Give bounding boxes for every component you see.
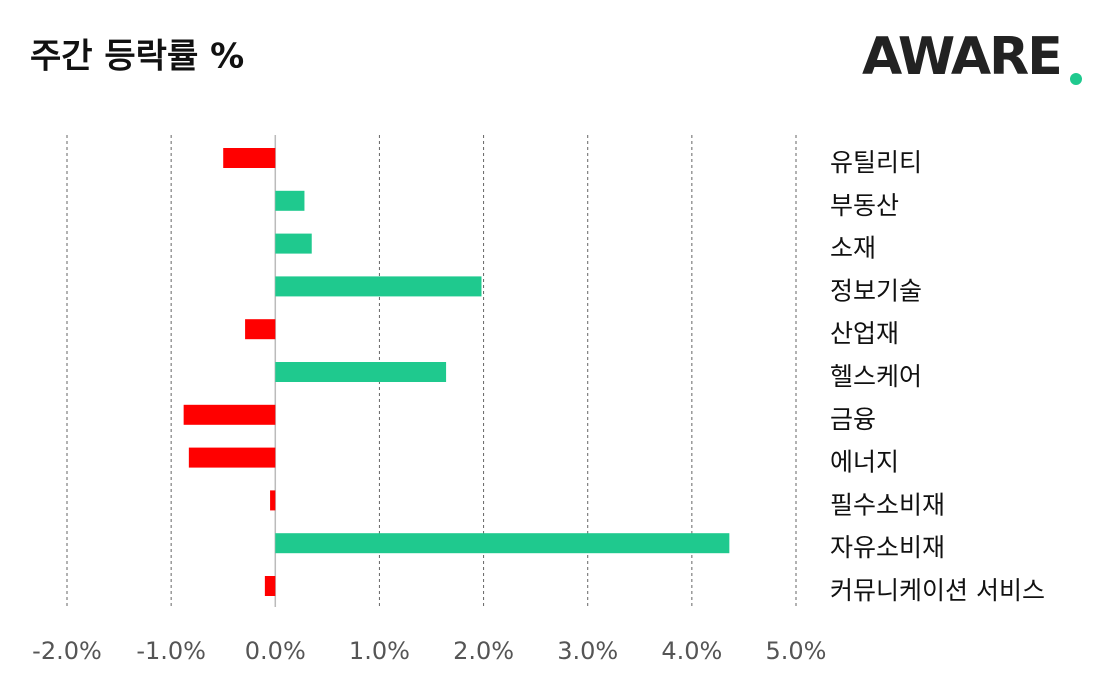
bar [183,404,276,425]
y-tick-label: 정보기술 [830,276,922,305]
y-tick-label: 금융 [830,405,876,434]
x-tick-label: 2.0% [453,637,514,665]
x-tick-label: -2.0% [32,637,102,665]
bar [188,447,276,468]
bar [270,490,276,511]
bar [264,576,276,596]
x-tick-label: 0.0% [245,637,306,665]
x-tick-label: 4.0% [661,637,722,665]
y-tick-label: 산업재 [830,319,899,348]
bar [275,362,447,382]
x-tick-label: 5.0% [766,637,827,665]
x-tick-label: -1.0% [136,637,206,665]
x-tick-label: 3.0% [557,637,618,665]
y-tick-label: 자유소비재 [830,533,945,562]
y-tick-label: 유틸리티 [830,148,922,177]
bar [275,533,730,554]
bar [275,233,312,254]
y-tick-label: 소재 [830,234,876,263]
bar [223,148,276,168]
y-tick-label: 부동산 [830,191,899,220]
y-tick-label: 에너지 [830,448,899,477]
y-tick-label: 헬스케어 [830,362,922,391]
y-tick-label: 커뮤니케이션 서비스 [830,576,1045,605]
x-tick-label: 1.0% [349,637,410,665]
chart-title: 주간 등락률 % [30,37,244,77]
y-tick-label: 필수소비재 [830,490,945,519]
bar [275,190,305,211]
bar [245,319,276,340]
logo-dot [1070,73,1082,85]
logo: AWARE [862,27,1061,87]
bar [275,276,482,297]
